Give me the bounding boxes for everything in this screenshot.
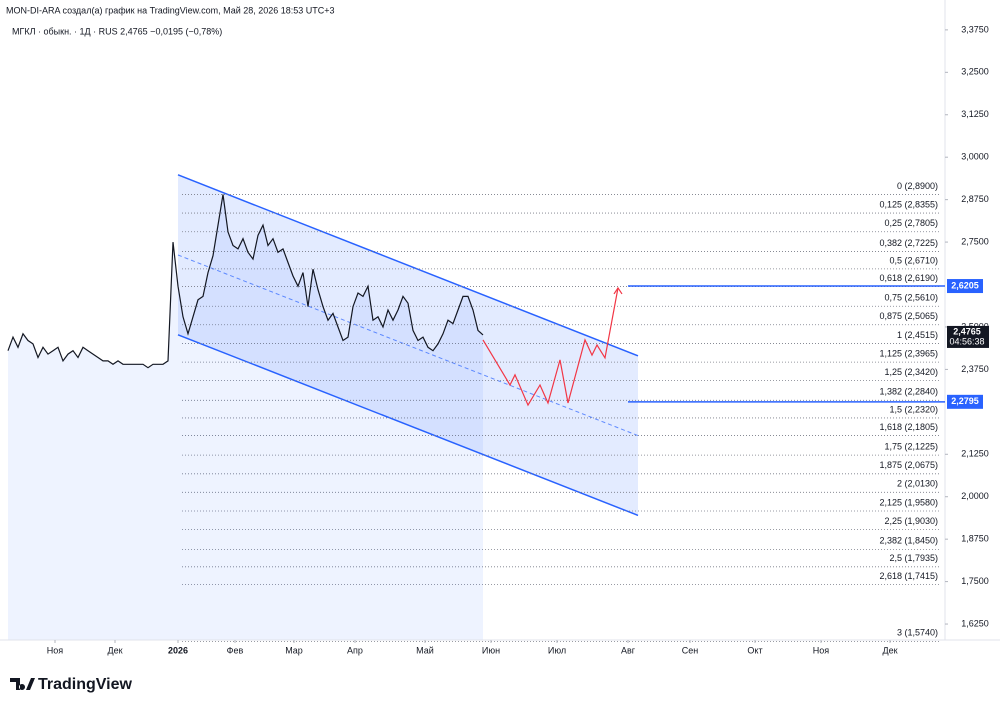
fib-label: 2,382 (1,8450) xyxy=(879,536,938,546)
fib-label: 0,25 (2,7805) xyxy=(884,218,938,228)
fib-label: 1,382 (2,2840) xyxy=(879,387,938,397)
level-tag xyxy=(947,394,983,409)
y-tick-label: 2,1250 xyxy=(961,449,989,459)
fib-label: 1 (2,4515) xyxy=(897,330,938,340)
fib-label: 0,75 (2,5610) xyxy=(884,293,938,303)
channel-middle xyxy=(177,254,639,437)
last-price-timer: 04:56:38 xyxy=(949,336,984,346)
fib-label: 3 (1,5740) xyxy=(897,628,938,638)
fib-label: 0,618 (2,6190) xyxy=(879,273,938,283)
fib-label: 1,875 (2,0675) xyxy=(879,460,938,470)
y-tick-label: 3,3750 xyxy=(961,24,989,34)
x-tick-label: Апр xyxy=(347,645,363,655)
channel-lower xyxy=(177,334,639,517)
fib-label: 2 (2,0130) xyxy=(897,479,938,489)
y-tick-label: 2,0000 xyxy=(961,491,989,501)
x-tick-label: Дек xyxy=(882,645,897,655)
fib-label: 2,618 (1,7415) xyxy=(879,571,938,581)
x-tick-label: Фев xyxy=(227,645,244,655)
y-tick-label: 1,7500 xyxy=(961,576,989,586)
y-tick-label: 3,1250 xyxy=(961,109,989,119)
fib-label: 1,618 (2,1805) xyxy=(879,422,938,432)
level-label: 2,2795 xyxy=(951,396,979,406)
fib-label: 0,382 (2,7225) xyxy=(879,238,938,248)
y-tick-label: 2,3750 xyxy=(961,364,989,374)
brand: TradingView xyxy=(38,676,133,693)
y-tick-label: 2,8750 xyxy=(961,194,989,204)
x-tick-label: Июл xyxy=(548,645,566,655)
fib-label: 2,25 (1,9030) xyxy=(884,516,938,526)
fib-label: 1,75 (2,1225) xyxy=(884,442,938,452)
last-price-tag xyxy=(947,325,989,348)
channel-upper xyxy=(177,174,639,357)
y-tick-label: 3,2500 xyxy=(961,67,989,77)
y-tick-label: 1,6250 xyxy=(961,618,989,628)
x-tick-label: Май xyxy=(416,645,434,655)
level-label: 2,6205 xyxy=(951,280,979,290)
fib-label: 0,5 (2,6710) xyxy=(889,255,938,265)
brand-logo: TradingView xyxy=(10,676,133,693)
plot-area: 0 (2,8900) 0,125 (2,8355) 0,25 (2,7805) 0,3… xyxy=(7,174,940,642)
last-price-label: 2,4765 xyxy=(953,326,981,336)
fib-label: 1,125 (2,3965) xyxy=(879,348,938,358)
author-line: MON-DI-ARA создал(а) график на TradingVi… xyxy=(6,5,335,15)
fib-label: 0 (2,8900) xyxy=(897,181,938,191)
x-tick-label: Ноя xyxy=(47,645,64,655)
x-tick-label: Дек xyxy=(107,645,122,655)
x-tick-label: Окт xyxy=(747,645,762,655)
symbol-line: МГКЛ · обыкн. · 1Д · RUS 2,4765 −0,0195 … xyxy=(12,26,222,36)
y-tick-label: 3,0000 xyxy=(961,152,989,162)
y-tick-label: 2,7500 xyxy=(961,236,989,246)
x-tick-label: Июн xyxy=(482,645,500,655)
x-tick-label: Авг xyxy=(621,645,636,655)
fib-label: 0,125 (2,8355) xyxy=(879,199,938,209)
fib-label: 2,5 (1,7935) xyxy=(889,553,938,563)
price-line xyxy=(7,194,484,369)
price-area xyxy=(8,194,483,640)
fib-label: 2,125 (1,9580) xyxy=(879,497,938,507)
projection-arrowhead xyxy=(613,286,623,295)
x-tick-label: 2026 xyxy=(168,645,188,655)
fib-label: 0,875 (2,5065) xyxy=(879,311,938,321)
x-tick-label: Сен xyxy=(682,645,699,655)
x-tick-label: Мар xyxy=(285,645,303,655)
x-tick-label: Ноя xyxy=(813,645,830,655)
fib-label: 1,25 (2,3420) xyxy=(884,367,938,377)
fib-label: 1,5 (2,2320) xyxy=(889,404,938,414)
projection-line xyxy=(482,287,619,407)
y-tick-label: 1,8750 xyxy=(961,534,989,544)
level-tag xyxy=(947,279,983,294)
